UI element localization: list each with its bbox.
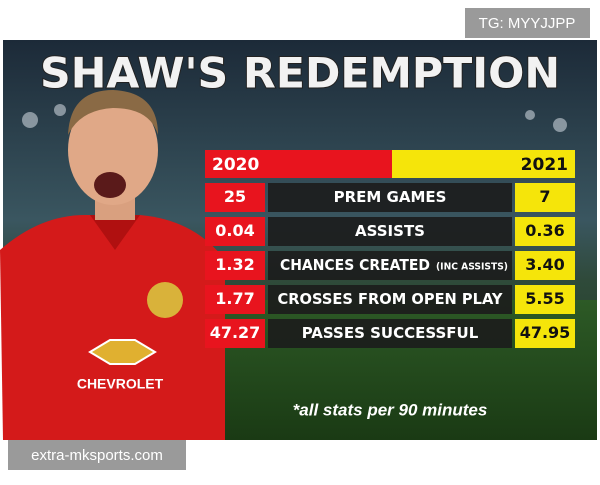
value-2020: 47.27 <box>210 323 261 342</box>
cell-label <box>268 251 512 280</box>
player: CHEVROLET <box>0 90 225 440</box>
value-2021: 3.40 <box>525 255 564 274</box>
value-2020: 1.32 <box>215 255 254 274</box>
watermark-box <box>8 440 186 470</box>
cell-2021 <box>515 217 575 246</box>
cell-2021 <box>515 183 575 212</box>
column-header: 2020 <box>212 155 259 175</box>
stat-label: ASSISTS <box>355 222 425 240</box>
value-2021: 47.95 <box>520 323 571 342</box>
cell-2021 <box>515 285 575 314</box>
footnote: *all stats per 90 minutes <box>293 400 488 419</box>
value-2021: 0.36 <box>525 221 564 240</box>
stats-table: 2020 2021 25 7 PREM GAMES 0.04 0.36 ASSISTS 1.… <box>205 150 575 348</box>
cell-2020 <box>205 183 265 212</box>
header-2021 <box>392 150 575 178</box>
cell-label <box>268 217 512 246</box>
cell-2021 <box>515 319 575 348</box>
column-header: 2021 <box>521 155 568 175</box>
watermark-box <box>465 8 590 38</box>
cell-label <box>268 285 512 314</box>
stadium-lights <box>22 104 567 132</box>
watermark: TG: MYYJJPP <box>479 15 576 32</box>
cell-2020 <box>205 319 265 348</box>
cell-2020 <box>205 285 265 314</box>
stat-label: PREM GAMES <box>334 188 447 206</box>
value-2020: 1.77 <box>215 289 254 308</box>
header-2020 <box>205 150 392 178</box>
stat-label: CROSSES FROM OPEN PLAY <box>278 290 504 308</box>
value-2020: 25 <box>224 187 246 206</box>
shirt-sponsor: CHEVROLET <box>77 376 164 392</box>
cell-2021 <box>515 251 575 280</box>
value-2021: 5.55 <box>525 289 564 308</box>
stat-label: CHANCES CREATED <box>280 256 430 274</box>
stat-label: PASSES SUCCESSFUL <box>302 324 479 342</box>
stat-note: (INC ASSISTS) <box>436 262 508 273</box>
cell-label <box>268 183 512 212</box>
title: SHAW'S REDEMPTION <box>40 49 560 98</box>
cell-label <box>268 319 512 348</box>
cell-2020 <box>205 217 265 246</box>
value-2021: 7 <box>539 187 550 206</box>
watermark: extra-mksports.com <box>31 447 163 464</box>
value-2020: 0.04 <box>215 221 254 240</box>
cell-2020 <box>205 251 265 280</box>
